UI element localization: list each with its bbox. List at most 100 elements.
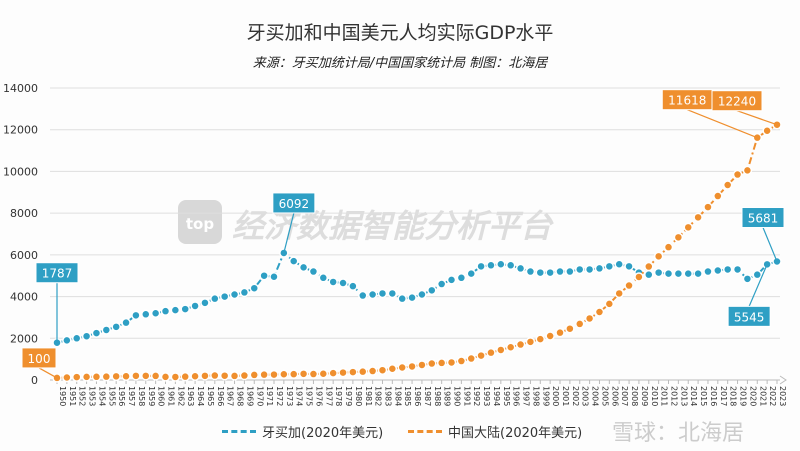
data-point bbox=[722, 264, 733, 275]
data-point bbox=[653, 251, 664, 262]
data-point bbox=[62, 335, 72, 346]
callout-box bbox=[711, 90, 763, 112]
callout-label: 1787 bbox=[42, 267, 73, 281]
data-point bbox=[298, 262, 309, 273]
data-point bbox=[279, 248, 289, 258]
data-point bbox=[210, 293, 220, 304]
series-line bbox=[56, 251, 778, 344]
x-tick-label: 2013 bbox=[679, 386, 688, 406]
x-tick-label: 1968 bbox=[236, 386, 245, 406]
data-point bbox=[456, 273, 467, 283]
corner-watermark: 雪球：北海居 bbox=[612, 421, 745, 446]
x-tick-label: 1980 bbox=[354, 386, 363, 406]
data-point bbox=[200, 371, 210, 381]
watermark-logo bbox=[178, 200, 222, 244]
x-tick-label: 2021 bbox=[758, 386, 767, 406]
legend-swatch bbox=[222, 430, 256, 433]
x-tick-label: 2019 bbox=[739, 386, 748, 406]
x-tick-label: 2004 bbox=[591, 386, 600, 406]
data-point bbox=[644, 269, 654, 280]
data-point bbox=[190, 301, 200, 311]
data-point bbox=[397, 362, 407, 373]
legend-item-china[interactable]: 中国大陆(2020年美元) bbox=[408, 422, 582, 441]
data-point bbox=[555, 327, 565, 338]
data-point bbox=[121, 371, 131, 381]
chart-title: 牙买加和中国美元人均实际GDP水平 bbox=[246, 22, 554, 44]
x-tick-label: 2022 bbox=[768, 386, 777, 406]
series-jamaica bbox=[52, 248, 782, 348]
data-point bbox=[288, 369, 299, 379]
data-point bbox=[683, 222, 693, 233]
callout-box bbox=[35, 262, 79, 284]
x-tick-label: 2011 bbox=[660, 386, 669, 406]
data-point bbox=[71, 333, 82, 344]
x-tick-label: 1973 bbox=[285, 386, 294, 406]
data-point bbox=[387, 363, 398, 374]
data-point bbox=[81, 331, 92, 341]
data-point bbox=[496, 259, 506, 269]
x-tick-label: 2015 bbox=[699, 386, 708, 406]
data-point bbox=[466, 268, 476, 279]
x-tick-label: 1992 bbox=[472, 386, 481, 406]
data-point bbox=[417, 289, 427, 300]
x-tick-label: 1970 bbox=[255, 386, 264, 406]
data-point bbox=[663, 268, 674, 279]
x-tick-label: 2002 bbox=[571, 386, 580, 406]
data-point bbox=[436, 358, 447, 368]
data-point bbox=[713, 265, 723, 276]
data-point bbox=[348, 281, 358, 291]
data-point bbox=[614, 288, 624, 299]
y-tick-label: 6000 bbox=[10, 249, 38, 262]
data-point bbox=[466, 353, 476, 364]
y-tick-label: 14000 bbox=[3, 82, 38, 95]
data-point bbox=[574, 319, 585, 329]
data-point bbox=[387, 288, 398, 299]
data-point bbox=[565, 323, 575, 334]
data-point bbox=[328, 368, 338, 378]
watermark-logo-text: top bbox=[186, 215, 214, 233]
data-point bbox=[91, 372, 102, 382]
data-point bbox=[732, 264, 743, 275]
axis-arrow-icon bbox=[779, 375, 787, 385]
x-tick-label: 2018 bbox=[729, 386, 738, 406]
data-point bbox=[535, 267, 546, 278]
data-point bbox=[279, 369, 289, 380]
legend-label: 牙买加(2020年美元) bbox=[262, 426, 384, 441]
data-point bbox=[397, 293, 407, 304]
data-point bbox=[584, 313, 595, 324]
legend-label: 中国大陆(2020年美元) bbox=[448, 426, 583, 441]
data-point bbox=[683, 268, 693, 279]
data-point bbox=[436, 279, 447, 289]
data-point bbox=[703, 266, 713, 277]
data-point bbox=[407, 361, 417, 372]
data-point bbox=[486, 260, 496, 271]
data-point bbox=[515, 339, 526, 350]
data-point bbox=[742, 274, 753, 284]
x-tick-label: 1966 bbox=[216, 386, 225, 406]
data-point bbox=[574, 264, 585, 275]
callout-label: 5681 bbox=[748, 212, 779, 226]
data-point bbox=[456, 356, 467, 366]
data-point bbox=[624, 280, 634, 291]
data-point bbox=[713, 191, 723, 201]
data-point bbox=[318, 368, 329, 379]
data-point bbox=[71, 372, 82, 382]
data-point bbox=[131, 371, 141, 381]
data-point bbox=[141, 309, 151, 320]
x-tick-label: 1967 bbox=[226, 386, 235, 406]
data-point bbox=[367, 366, 378, 376]
data-point bbox=[121, 317, 131, 328]
data-point bbox=[476, 350, 486, 361]
x-tick-label: 1957 bbox=[127, 386, 136, 406]
x-tick-label: 2003 bbox=[581, 386, 590, 406]
x-tick-label: 1971 bbox=[265, 386, 274, 406]
data-point bbox=[594, 307, 605, 317]
callout-label: 12240 bbox=[718, 95, 756, 109]
x-tick-label: 1951 bbox=[68, 386, 77, 406]
legend-item-jamaica[interactable]: 牙买加(2020年美元) bbox=[222, 422, 383, 441]
x-tick-label: 1950 bbox=[58, 386, 67, 406]
x-tick-label: 2008 bbox=[630, 386, 639, 406]
data-point bbox=[644, 261, 654, 272]
data-point bbox=[545, 331, 555, 341]
